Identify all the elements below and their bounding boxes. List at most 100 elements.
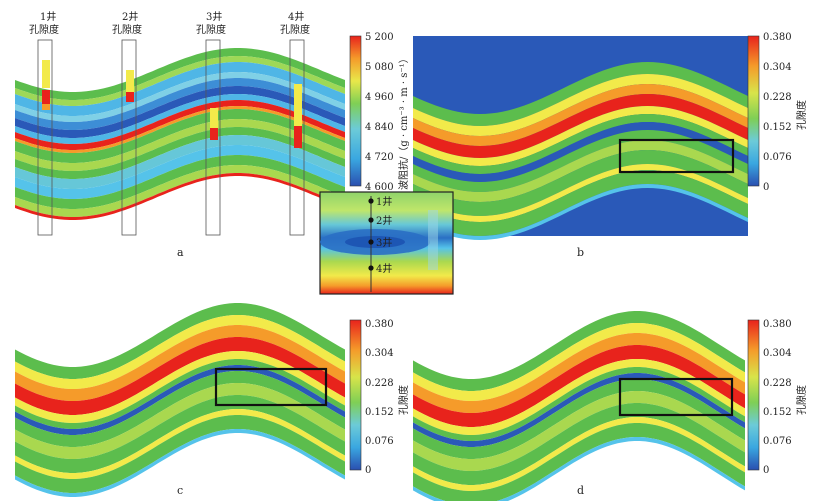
panel-c-label: c [177, 484, 183, 497]
well-3-prop: 孔隙度 [196, 23, 226, 36]
colorbar-d-tick-1: 0.304 [763, 348, 792, 359]
layer-band [15, 371, 345, 447]
layer-band [15, 86, 345, 138]
inset-well-1-dot [368, 198, 374, 204]
colorbar-d-tick-4: 0.076 [763, 436, 792, 447]
layer-band [413, 84, 748, 146]
layer-band [15, 62, 345, 116]
layer-band [15, 109, 345, 163]
well-1-prop: 孔隙度 [29, 23, 59, 36]
inset-well-2-label: 2井 [376, 214, 392, 227]
layer-band [15, 127, 345, 179]
colorbar-c-tick-4: 0.076 [365, 436, 394, 447]
colorbar-a-tick-2: 4 960 [365, 92, 394, 103]
layer-band [15, 395, 345, 473]
colorbar-a-title: 波阻抗/（g · cm⁻³ · m · s⁻¹） [397, 53, 410, 190]
layer-band [413, 367, 745, 441]
well-3-name: 3井 [206, 10, 222, 23]
layer-band [413, 106, 748, 166]
layer-band [413, 391, 745, 471]
porosity-log-segment [42, 104, 50, 110]
layer-band [15, 365, 345, 435]
layer-band [15, 325, 345, 401]
layer-band [413, 403, 745, 485]
inset-well-2-dot [368, 217, 374, 223]
porosity-log-segment [126, 70, 134, 92]
layer-band [413, 130, 748, 192]
porosity-log-segment [42, 60, 50, 88]
colorbar-c-tick-5: 0 [365, 465, 371, 476]
well-4-name: 4井 [288, 10, 304, 23]
layer-band [413, 359, 745, 435]
colorbar-d-tick-3: 0.152 [763, 407, 792, 418]
inset-map: 1井 2井 3井 4井 [319, 191, 454, 295]
well-column [289, 39, 305, 236]
colorbar-b-tick-0: 0.380 [763, 32, 792, 43]
layer-band [413, 62, 748, 126]
layer-band [15, 173, 345, 220]
layer-band [15, 409, 345, 479]
colorbar-b-tick-1: 0.304 [763, 62, 792, 73]
inset-well-1-label: 1井 [376, 195, 392, 208]
colorbar-d-tick-2: 0.228 [763, 378, 792, 389]
layer-band [413, 122, 748, 182]
layer-band [413, 333, 745, 413]
panel-b-porosity-model [413, 36, 748, 240]
colorbar-d-tick-0: 0.380 [763, 319, 792, 330]
layer-band [15, 135, 345, 189]
porosity-log-segment [294, 126, 302, 148]
colorbar-b-tick-4: 0.076 [763, 152, 792, 163]
colorbar-c-tick-0: 0.380 [365, 319, 394, 330]
panel-a-label: a [177, 246, 184, 259]
highlight-box [618, 138, 735, 174]
colorbar-d-tick-5: 0 [763, 465, 769, 476]
porosity-log-segment [210, 128, 218, 140]
layer-band [15, 119, 345, 171]
layer-band [413, 94, 748, 158]
well-2-name: 2井 [122, 10, 138, 23]
colorbar-a-tick-5: 4 600 [365, 182, 394, 193]
layer-band [413, 373, 745, 447]
inset-well-4-label: 4井 [376, 262, 392, 275]
layer-band [15, 429, 345, 497]
layer-band [413, 417, 745, 491]
well-4-prop: 孔隙度 [280, 23, 310, 36]
panel-a-impedance-section [15, 39, 345, 236]
layer-band [15, 359, 345, 429]
colorbar-b-tick-5: 0 [763, 182, 769, 193]
layer-band [15, 106, 345, 153]
well-column [37, 39, 53, 236]
inset-well-3-dot [368, 239, 374, 245]
layer-band [413, 423, 745, 501]
colorbar-c: 0.380 0.304 0.228 0.152 0.076 0 孔隙度 [349, 319, 410, 476]
well-1-name: 1井 [40, 10, 56, 23]
porosity-log-segment [210, 108, 218, 128]
porosity-log-segment [126, 92, 134, 102]
colorbar-a-tick-4: 4 720 [365, 152, 394, 163]
layer-band [413, 345, 745, 427]
colorbar-b: 0.380 0.304 0.228 0.152 0.076 0 孔隙度 [747, 32, 808, 193]
panel-c-porosity-inversion [15, 303, 345, 497]
layer-band [413, 114, 748, 174]
colorbar-a: 5 200 5 080 4 960 4 840 4 720 4 600 波阻抗/… [349, 32, 410, 193]
layer-band [15, 100, 345, 150]
layer-band [15, 78, 345, 130]
panel-d-label: d [577, 484, 584, 497]
panel-d-porosity-inversion [413, 311, 745, 501]
inset-well-3-label: 3井 [376, 236, 392, 249]
colorbar-b-tick-2: 0.228 [763, 92, 792, 103]
colorbar-c-tick-1: 0.304 [365, 348, 394, 359]
colorbar-b-title: 孔隙度 [795, 100, 808, 130]
colorbar-c-tick-2: 0.228 [365, 378, 394, 389]
highlight-box [214, 367, 328, 407]
layer-band [15, 315, 345, 389]
layer-band [15, 303, 345, 379]
colorbar-d: 0.380 0.304 0.228 0.152 0.076 0 孔隙度 [747, 319, 808, 476]
inset-well-4-dot [368, 265, 374, 271]
colorbar-a-tick-1: 5 080 [365, 62, 394, 73]
layer-band [413, 323, 745, 401]
highlight-box [618, 377, 734, 417]
layer-band [15, 155, 345, 209]
colorbar-a-tick-3: 4 840 [365, 122, 394, 133]
colorbar-d-title: 孔隙度 [795, 385, 808, 415]
